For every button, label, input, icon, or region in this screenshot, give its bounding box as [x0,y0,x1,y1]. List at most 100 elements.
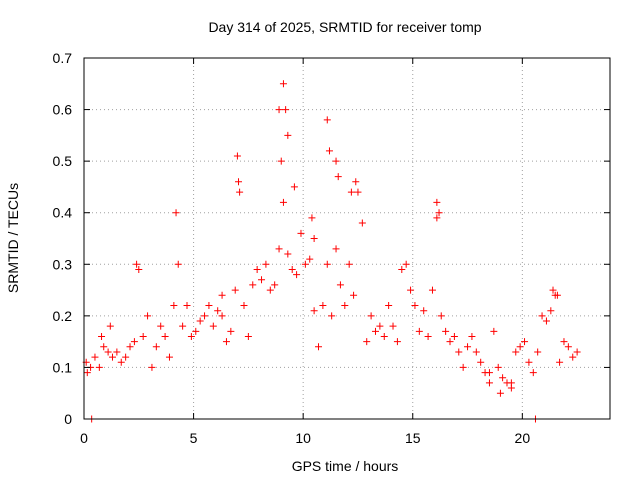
data-point [323,116,331,124]
x-axis-label: GPS time / hours [292,458,399,474]
data-point [297,229,305,237]
data-point [315,343,323,351]
data-point [214,307,222,315]
data-point [95,363,103,371]
y-tick-label: 0.6 [53,102,73,118]
data-point [100,343,108,351]
data-point [352,178,360,186]
data-point [301,260,309,268]
data-point [464,343,472,351]
data-point [534,348,542,356]
data-point [172,209,180,217]
data-point [496,389,504,397]
data-point [310,235,318,242]
data-point [192,327,200,335]
data-point [83,369,91,377]
data-point [341,302,349,310]
data-point [323,260,331,268]
data-point [525,358,533,366]
data-point [222,338,230,346]
data-point [284,131,292,139]
y-tick-label: 0.5 [53,153,73,169]
data-point [319,302,327,310]
data-point [290,183,298,191]
data-point [284,250,292,258]
gridlines [84,58,610,419]
x-tick-label: 15 [405,430,421,446]
data-point [126,343,134,351]
data-point [104,348,112,356]
data-point [117,358,125,366]
data-point [179,322,187,330]
data-point [187,332,195,340]
data-point [279,80,287,88]
data-point [494,363,502,371]
data-point [516,343,524,351]
data-point [258,276,266,284]
data-point [205,302,213,310]
data-point [521,338,529,346]
data-point [350,291,358,299]
plot-frame [83,57,611,420]
data-point [485,369,493,377]
data-point [135,265,143,273]
data-point [459,363,467,371]
data-point [218,312,226,320]
data-point [437,312,445,320]
y-axis-ticks: 0 0.1 0.2 0.3 0.4 0.5 0.6 0.7 [53,50,610,427]
data-point [218,291,226,299]
x-tick-label: 5 [190,430,198,446]
data-point [325,147,333,155]
data-point [106,322,114,330]
data-point [144,312,152,320]
data-point [108,353,116,361]
y-axis-label: SRMTID / TECUs [5,183,21,293]
data-point [385,302,393,310]
data-point [334,173,342,181]
data-point [165,353,173,361]
data-point [435,209,443,217]
data-point [393,338,401,346]
data-point [542,317,550,325]
data-point [170,302,178,310]
data-point [415,327,423,335]
data-point [424,332,432,340]
x-tick-label: 20 [515,430,531,446]
data-point [468,332,476,340]
data-point [573,348,581,356]
y-tick-label: 0.1 [53,359,73,375]
data-point [253,265,261,273]
data-point [279,198,287,206]
data-point [306,255,314,263]
data-point [398,265,406,273]
chart-title: Day 314 of 2025, SRMTID for receiver tom… [208,19,481,35]
data-point [240,302,248,310]
data-point [148,363,156,371]
data-point [91,353,99,361]
y-tick-label: 0.3 [53,256,73,272]
data-point [358,219,366,227]
data-point [529,369,537,377]
data-point [275,106,283,114]
data-point [233,152,241,160]
data-point [236,188,244,196]
data-point [161,332,169,340]
data-point [332,157,340,165]
data-point [271,281,279,289]
x-tick-label: 0 [80,430,88,446]
data-point [328,312,336,320]
data-point [367,312,375,320]
data-point [308,214,316,222]
data-point [235,178,243,186]
data-point [553,291,561,299]
data-point [485,379,493,387]
data-point [332,245,340,253]
data-point [402,260,410,268]
data-point [354,188,362,196]
data-point [293,271,301,279]
data-point [363,338,371,346]
data-point [244,332,252,340]
data-point [174,260,182,268]
data-point [389,322,397,330]
data-point [407,286,415,294]
